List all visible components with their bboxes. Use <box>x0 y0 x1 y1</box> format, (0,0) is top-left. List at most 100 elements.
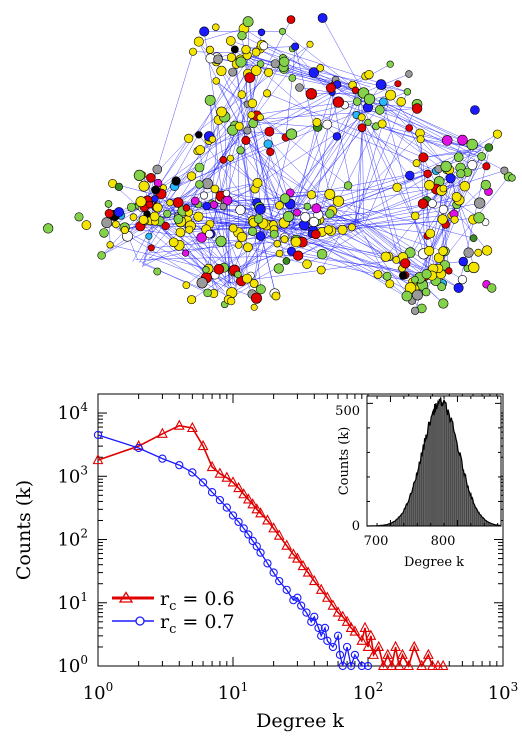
network-node <box>458 275 467 284</box>
network-node <box>206 230 214 238</box>
inset-x-tick-label: 800 <box>431 534 456 549</box>
network-node <box>386 90 396 100</box>
network-node <box>469 262 480 273</box>
network-graph <box>43 13 515 314</box>
network-node <box>195 163 204 172</box>
network-node <box>258 29 265 36</box>
network-node <box>428 200 436 208</box>
inset-y-tick-label: 500 <box>335 404 360 419</box>
network-node <box>358 114 365 121</box>
network-node <box>293 251 303 261</box>
network-node <box>236 205 246 215</box>
network-node <box>481 180 491 190</box>
network-node <box>446 174 455 183</box>
network-node <box>203 202 211 210</box>
network-nodes <box>43 13 515 314</box>
data-point <box>311 613 318 620</box>
network-node <box>413 160 420 167</box>
data-point <box>348 662 355 669</box>
network-node <box>235 122 243 130</box>
y-axis-label: Counts (k) <box>13 480 35 580</box>
network-node <box>216 236 226 246</box>
data-point <box>318 632 325 639</box>
network-node <box>422 269 431 278</box>
network-node <box>317 266 325 274</box>
data-point <box>240 525 247 532</box>
network-node <box>272 292 280 300</box>
y-tick-label: 102 <box>57 527 88 551</box>
network-node <box>153 165 162 174</box>
data-point <box>336 651 343 658</box>
network-node <box>227 53 235 61</box>
network-node <box>220 203 227 210</box>
network-node <box>296 84 304 92</box>
network-node <box>139 181 149 191</box>
y-tick-label: 100 <box>57 653 88 677</box>
network-node <box>206 46 213 53</box>
data-point <box>334 632 341 639</box>
network-node <box>242 136 250 144</box>
network-node <box>365 70 374 79</box>
network-node <box>134 170 145 181</box>
network-node <box>454 283 463 292</box>
network-node <box>438 283 446 291</box>
network-node <box>333 133 341 141</box>
network-node <box>203 266 210 273</box>
network-node <box>344 182 352 190</box>
network-node <box>376 80 386 90</box>
network-node <box>102 218 112 228</box>
network-node <box>393 183 402 192</box>
data-point <box>176 462 183 469</box>
network-node <box>172 177 181 186</box>
data-point <box>264 560 271 567</box>
network-node <box>289 75 296 82</box>
network-node <box>325 189 335 199</box>
network-node <box>139 215 148 224</box>
network-node <box>212 24 219 31</box>
network-node <box>307 191 315 199</box>
network-node <box>229 68 237 76</box>
network-node <box>412 104 422 114</box>
network-node <box>197 233 207 243</box>
network-node <box>323 120 332 129</box>
network-node <box>352 87 359 94</box>
data-point <box>245 531 252 538</box>
network-node <box>191 197 199 205</box>
x-tick-label: 100 <box>83 680 114 704</box>
network-node <box>451 216 458 223</box>
network-node <box>194 37 203 46</box>
network-node <box>115 183 123 191</box>
network-node <box>411 307 419 315</box>
network-node <box>105 209 113 217</box>
network-node <box>283 257 290 264</box>
series-rc07 <box>94 431 371 669</box>
network-node <box>402 291 412 301</box>
network-node <box>248 99 257 108</box>
network-node <box>464 248 474 258</box>
network-node <box>422 288 430 296</box>
network-node <box>326 83 335 92</box>
data-point <box>351 651 358 658</box>
legend-label-rc06-rest: = 0.6 <box>176 588 234 610</box>
network-node <box>251 293 261 303</box>
network-node <box>121 226 128 233</box>
network-node <box>238 91 246 99</box>
network-node <box>442 135 452 145</box>
network-node <box>184 134 193 143</box>
network-node <box>75 213 83 221</box>
network-node <box>183 205 190 212</box>
network-node <box>311 230 320 239</box>
network-node <box>439 299 449 309</box>
network-node <box>235 242 242 249</box>
network-node <box>263 90 270 97</box>
network-node <box>237 147 245 155</box>
network-node <box>112 221 119 228</box>
network-node <box>226 36 235 45</box>
network-node <box>150 212 159 221</box>
network-node <box>417 136 424 143</box>
network-node <box>397 97 406 106</box>
network-node <box>236 57 246 67</box>
network-node <box>265 127 274 136</box>
network-node <box>307 41 313 47</box>
network-node <box>100 229 109 238</box>
